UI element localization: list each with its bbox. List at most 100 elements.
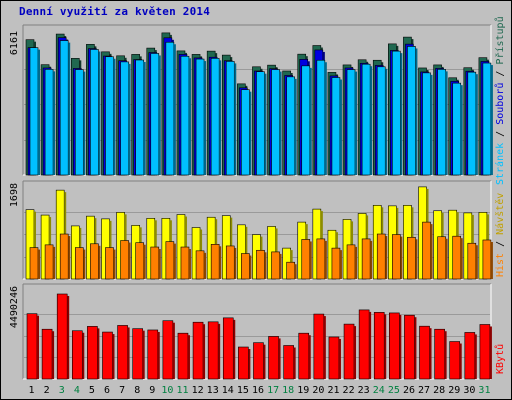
kbytes-bar (283, 345, 294, 380)
kbytes-bar-shadow (187, 335, 190, 379)
kbytes-bar-shadow (308, 335, 311, 379)
sites-bar (467, 242, 477, 280)
sites-bar (376, 233, 386, 280)
pages-bar (180, 55, 190, 176)
pages-bar-shadow (264, 73, 267, 175)
sites-bar (120, 240, 129, 280)
pages-bar-shadow (173, 44, 176, 175)
sites-bar-shadow (234, 247, 237, 279)
pages-bar-shadow (415, 48, 418, 175)
day-label: 24 (373, 385, 385, 396)
kbytes-bar-shadow (233, 319, 236, 379)
visits-bar-shadow (245, 226, 248, 279)
sites-bar (286, 261, 295, 280)
sites-bar-shadow (264, 252, 267, 279)
pages-bar-shadow (279, 71, 282, 175)
pages-bar-shadow (355, 71, 358, 175)
legend-files: Souborů (494, 83, 506, 125)
day-label: 14 (222, 385, 234, 396)
kbytes-bar-shadow (112, 334, 115, 379)
kbytes-bar (41, 328, 53, 380)
kbytes-bar-shadow (429, 328, 432, 379)
pages-bar (59, 40, 69, 176)
pages-bar-shadow (113, 58, 116, 175)
legend-pages: Stránek (494, 143, 506, 185)
pages-bar (241, 89, 250, 176)
sites-bar-shadow (98, 245, 101, 279)
pages-bar (105, 56, 114, 176)
day-label: 9 (149, 385, 155, 396)
sites-bar (29, 247, 39, 280)
sites-bar-shadow (128, 242, 131, 279)
sites-bar-shadow (83, 249, 86, 279)
kbytes-bar-shadow (157, 331, 160, 379)
day-label: 22 (343, 385, 355, 396)
sites-bar (165, 241, 175, 280)
day-label: 25 (388, 385, 400, 396)
sites-bar-shadow (188, 249, 191, 279)
kbytes-bar (132, 328, 143, 380)
day-label: 12 (192, 385, 204, 396)
day-label: 15 (237, 385, 249, 396)
kbytes-bar-shadow (203, 324, 206, 379)
pages-bar-shadow (294, 78, 297, 175)
kbytes-bar (358, 309, 370, 380)
pages-bar-shadow (475, 74, 478, 175)
pages-bar (271, 69, 280, 176)
pages-bar-shadow (490, 65, 493, 175)
day-label: 7 (119, 385, 125, 396)
legend-middle: Hist / Návštěv (494, 193, 506, 277)
sites-bar-shadow (415, 239, 418, 279)
legend-separator: / (495, 125, 506, 143)
sites-bar (135, 242, 144, 280)
kbytes-bar-shadow (142, 330, 145, 379)
day-label: 23 (358, 385, 370, 396)
kbytes-bar (192, 321, 204, 380)
sites-bar (392, 234, 401, 280)
visits-bar-shadow (34, 211, 36, 279)
sites-bar-shadow (400, 236, 403, 279)
sites-bar-shadow (445, 238, 448, 279)
sites-bar-shadow (355, 246, 358, 279)
day-label: 21 (327, 385, 339, 396)
kbytes-bar-shadow (338, 338, 341, 379)
day-label: 4 (74, 385, 80, 396)
kbytes-bar-shadow (369, 311, 372, 379)
sites-bar (346, 244, 356, 280)
sites-bar-shadow (324, 240, 327, 279)
sites-bar-shadow (68, 236, 71, 279)
kbytes-bar-shadow (127, 327, 130, 379)
pages-bar-shadow (204, 61, 207, 175)
sites-bar-shadow (370, 240, 373, 279)
pages-bar (286, 76, 295, 176)
pages-bar (150, 53, 160, 176)
legend-visits: Návštěv (494, 193, 506, 235)
kbytes-bar (117, 325, 128, 380)
kbytes-bar-shadow (489, 326, 492, 379)
kbytes-bar (238, 346, 249, 380)
pages-bar-shadow (249, 91, 252, 175)
legend-kbytes: KBytů (494, 344, 506, 374)
y-max-label-middle: 1698 (9, 183, 20, 207)
pages-bar-shadow (188, 58, 191, 175)
kbytes-bar (434, 328, 445, 380)
pages-bar (376, 66, 386, 176)
kbytes-bar (102, 331, 113, 380)
kbytes-bar-shadow (172, 322, 175, 379)
sites-bar-shadow (430, 224, 433, 279)
sites-bar-shadow (475, 245, 478, 279)
kbytes-bar (177, 332, 189, 380)
day-label: 31 (478, 385, 490, 396)
day-label: 29 (448, 385, 460, 396)
kbytes-bar-shadow (67, 296, 70, 379)
pages-bar-shadow (158, 55, 161, 175)
pages-bar (90, 49, 99, 176)
kbytes-bar-shadow (82, 332, 85, 379)
kbytes-bar-shadow (37, 315, 39, 379)
pages-bar-shadow (370, 66, 373, 175)
y-max-label-bottom: 4490246 (9, 286, 20, 328)
kbytes-bar-shadow (459, 343, 462, 379)
sites-bar (361, 238, 371, 280)
pages-bar-shadow (234, 63, 237, 175)
pages-bar (361, 63, 371, 176)
